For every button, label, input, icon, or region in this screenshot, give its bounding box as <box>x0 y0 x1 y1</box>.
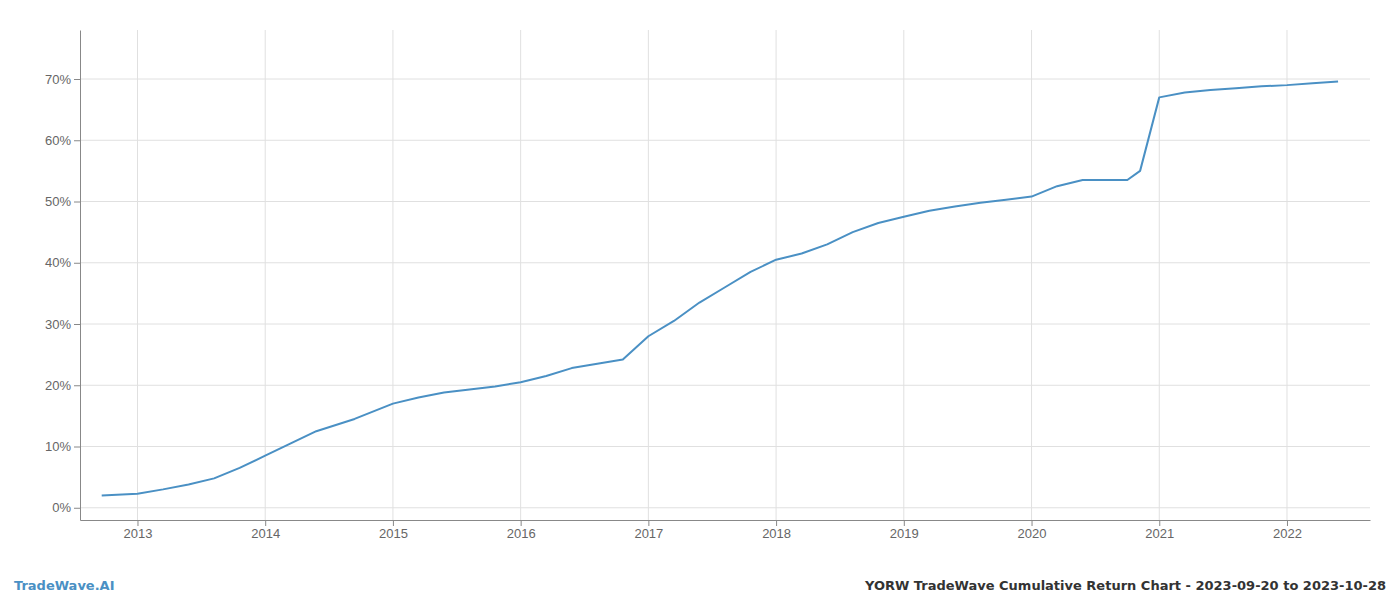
x-tick: 2013 <box>124 520 153 541</box>
y-tick: 0% <box>52 500 80 515</box>
line <box>102 81 1338 495</box>
x-axis: 2013 2014 2015 2016 2017 2018 2019 2020 2021 2022 <box>81 520 1371 541</box>
y-tick-label: 70% <box>45 72 71 87</box>
y-tick: 40% <box>45 255 80 270</box>
marks <box>102 81 1338 495</box>
y-grid-line <box>80 507 1370 508</box>
y-tick: 10% <box>45 439 80 454</box>
x-grid-line <box>1159 30 1160 520</box>
x-tick: 2020 <box>1018 520 1047 541</box>
x-grid-line <box>1286 30 1287 520</box>
x-tick-label: 2019 <box>890 526 919 541</box>
y-tick-mark <box>74 385 80 386</box>
x-tick-label: 2016 <box>507 526 536 541</box>
x-tick-label: 2014 <box>251 526 280 541</box>
y-tick-mark <box>74 263 80 264</box>
y-tick-label: 10% <box>45 439 71 454</box>
x-grid-line <box>776 30 777 520</box>
y-grid-line <box>80 262 1370 263</box>
y-tick-label: 60% <box>45 133 71 148</box>
x-tick-label: 2013 <box>124 526 153 541</box>
watermark: TradeWave.AI <box>14 578 115 593</box>
y-tick-mark <box>74 324 80 325</box>
x-tick-mark <box>776 520 777 526</box>
x-tick-mark <box>1159 520 1160 526</box>
y-tick-mark <box>74 508 80 509</box>
x-tick: 2022 <box>1273 520 1302 541</box>
y-tick: 20% <box>45 378 80 393</box>
x-tick-label: 2020 <box>1018 526 1047 541</box>
y-axis-line <box>80 31 81 521</box>
y-tick: 30% <box>45 317 80 332</box>
x-tick: 2015 <box>379 520 408 541</box>
x-tick: 2018 <box>762 520 791 541</box>
y-grid-line <box>80 201 1370 202</box>
y-tick: 60% <box>45 133 80 148</box>
y-tick-mark <box>74 202 80 203</box>
y-grid-line <box>80 385 1370 386</box>
x-tick-label: 2015 <box>379 526 408 541</box>
y-grid-line <box>80 140 1370 141</box>
y-grid-line <box>80 324 1370 325</box>
x-tick-label: 2018 <box>762 526 791 541</box>
y-tick-label: 20% <box>45 378 71 393</box>
x-tick: 2014 <box>251 520 280 541</box>
title: YORW TradeWave Cumulative Return Chart -… <box>864 578 1386 593</box>
y-tick: 70% <box>45 72 80 87</box>
y-tick-mark <box>74 140 80 141</box>
y-grid-line <box>80 79 1370 80</box>
x-tick-mark <box>1032 520 1033 526</box>
x-tick-mark <box>393 520 394 526</box>
x-grid-line <box>903 30 904 520</box>
y-tick-label: 0% <box>52 500 71 515</box>
x-grid-line <box>137 30 138 520</box>
x-grid-line <box>392 30 393 520</box>
y-tick: 50% <box>45 194 80 209</box>
x-tick-mark <box>904 520 905 526</box>
x-tick-label: 2022 <box>1273 526 1302 541</box>
x-tick: 2021 <box>1145 520 1174 541</box>
x-tick-mark <box>521 520 522 526</box>
x-tick-mark <box>265 520 266 526</box>
x-axis-line <box>81 520 1371 521</box>
x-tick-mark <box>137 520 138 526</box>
x-tick-mark <box>1287 520 1288 526</box>
plot: 2013 2014 2015 2016 2017 2018 2019 2020 2021 2022… <box>45 30 1371 541</box>
x-tick-mark <box>648 520 649 526</box>
y-tick-mark <box>74 447 80 448</box>
x-tick: 2019 <box>890 520 919 541</box>
y-tick-label: 50% <box>45 194 71 209</box>
x-grid-line <box>648 30 649 520</box>
x-tick-label: 2017 <box>634 526 663 541</box>
y-tick-label: 30% <box>45 317 71 332</box>
y-tick-mark <box>74 79 80 80</box>
y-grid-line <box>80 446 1370 447</box>
chart: 2013 2014 2015 2016 2017 2018 2019 2020 2021 2022… <box>0 0 1400 600</box>
grid <box>80 30 1370 520</box>
y-axis: 0% 10% 20% 30% 40% 50% 60% 70% <box>45 31 81 521</box>
x-grid-line <box>265 30 266 520</box>
x-grid-line <box>1031 30 1032 520</box>
x-grid-line <box>520 30 521 520</box>
x-tick: 2016 <box>507 520 536 541</box>
x-tick: 2017 <box>634 520 663 541</box>
y-tick-label: 40% <box>45 255 71 270</box>
x-tick-label: 2021 <box>1145 526 1174 541</box>
